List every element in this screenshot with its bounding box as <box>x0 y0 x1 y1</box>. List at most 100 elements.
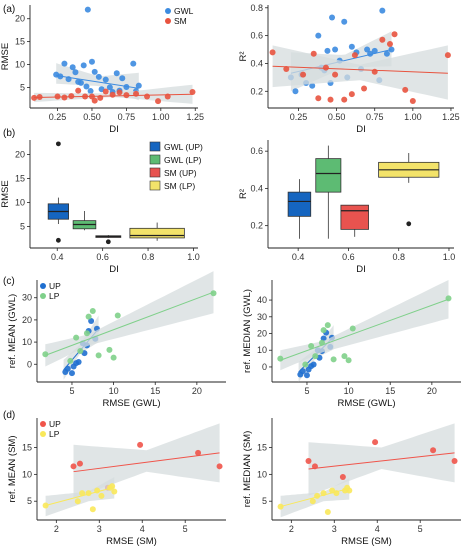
data-point <box>310 361 317 368</box>
data-point <box>76 460 83 467</box>
x-axis-label: RMSE (GWL) <box>337 398 395 409</box>
data-point <box>130 60 137 67</box>
data-point <box>82 93 89 100</box>
data-point <box>89 308 96 315</box>
x-tick-label: 5 <box>183 524 188 534</box>
x-axis-label: DI <box>109 264 119 275</box>
data-point <box>322 64 329 71</box>
legend-label: LP <box>49 291 60 301</box>
y-tick-label: 10 <box>257 469 267 479</box>
legend-label: UP <box>49 419 61 429</box>
y-tick-label: 0.2 <box>250 221 263 231</box>
data-point <box>67 357 74 364</box>
x-tick-label: 1.25 <box>186 112 204 122</box>
data-point <box>269 49 276 56</box>
x-tick-label: 2 <box>54 524 59 534</box>
data-point <box>341 353 348 360</box>
data-point <box>445 295 452 302</box>
y-tick-label: 20 <box>257 329 267 339</box>
outlier-point <box>55 141 61 147</box>
data-point <box>310 50 317 57</box>
data-point <box>144 93 151 100</box>
data-point <box>320 490 327 497</box>
data-point <box>308 343 315 350</box>
legend-label: SM (UP) <box>164 168 197 178</box>
y-axis-label: R² <box>238 189 249 199</box>
data-point <box>311 463 318 470</box>
outlier-point <box>406 221 412 227</box>
data-point <box>57 73 64 80</box>
data-point <box>386 40 393 47</box>
y-axis-label: ref. MEAN (SM) <box>7 435 18 502</box>
x-tick-label: 1.25 <box>442 112 460 122</box>
x-tick-label: 15 <box>385 386 395 396</box>
data-point <box>444 52 451 59</box>
y-tick-label: 10 <box>257 345 267 355</box>
box-gwl-up- <box>47 141 69 243</box>
data-point <box>54 93 61 100</box>
legend-swatch <box>149 180 161 191</box>
x-tick-label: 0.4 <box>292 252 305 262</box>
x-tick-label: 4 <box>375 524 380 534</box>
data-point <box>73 334 80 341</box>
x-tick-label: 2 <box>289 524 294 534</box>
data-point <box>164 93 171 100</box>
data-point <box>302 361 309 368</box>
data-point <box>332 71 339 78</box>
box-iqr <box>315 158 342 193</box>
y-tick-label: 40 <box>257 295 267 305</box>
data-point <box>85 313 92 320</box>
y-tick-label: 0.6 <box>250 146 263 156</box>
y-tick-label: 0.2 <box>250 86 263 96</box>
y-axis-label: R² <box>238 51 249 61</box>
outlier-point <box>105 239 111 245</box>
y-tick-label: 20 <box>15 14 25 24</box>
data-point <box>72 69 79 76</box>
data-point <box>102 88 109 95</box>
y-tick-label: 0.4 <box>250 58 263 68</box>
regression-line <box>73 452 220 473</box>
x-tick-label: 5 <box>418 524 423 534</box>
data-point <box>300 71 307 78</box>
y-tick-label: 15 <box>15 37 25 47</box>
x-axis-label: DI <box>356 124 366 135</box>
y-tick-label: 10 <box>15 197 25 207</box>
x-tick-label: 10 <box>344 386 354 396</box>
x-tick-label: 1.00 <box>404 112 422 122</box>
y-tick-label: 30 <box>257 312 267 322</box>
x-tick-label: 0.50 <box>83 112 101 122</box>
data-point <box>309 82 316 89</box>
x-tick-label: 5 <box>304 386 309 396</box>
box-sm-lp- <box>129 222 185 241</box>
data-point <box>123 92 130 99</box>
data-point <box>65 76 72 83</box>
data-point <box>68 93 75 100</box>
chart-b-left: 0.4 0.6 0.8 1.0 5 10 15 20 DI RMSE GWL (UP) GWL (LP… <box>0 140 203 275</box>
y-axis-label: ref. MEDIAN (GWL) <box>242 289 253 373</box>
data-point <box>69 64 76 71</box>
data-point <box>133 90 140 97</box>
data-point <box>77 347 84 354</box>
data-point <box>303 372 310 379</box>
data-point <box>75 87 82 94</box>
data-point <box>89 506 96 513</box>
legend-swatch <box>149 167 161 178</box>
x-tick-label: 3 <box>97 524 102 534</box>
data-point <box>84 6 91 13</box>
data-point <box>97 94 104 101</box>
data-point <box>351 52 358 59</box>
data-point <box>77 79 84 86</box>
data-point <box>305 366 312 373</box>
data-point <box>430 447 437 454</box>
regression-line <box>280 298 449 361</box>
regression-line <box>308 452 455 470</box>
x-tick-label: 0.50 <box>328 112 346 122</box>
chart-c-left: 5 10 15 20 0 10 20 30 RMSE (GWL) ref. MEAN (GWL) U… <box>7 271 226 409</box>
x-tick-label: 0.8 <box>142 252 155 262</box>
legend-label: UP <box>49 281 61 291</box>
panel-label-b: (b) <box>3 128 15 139</box>
data-point <box>299 368 306 375</box>
